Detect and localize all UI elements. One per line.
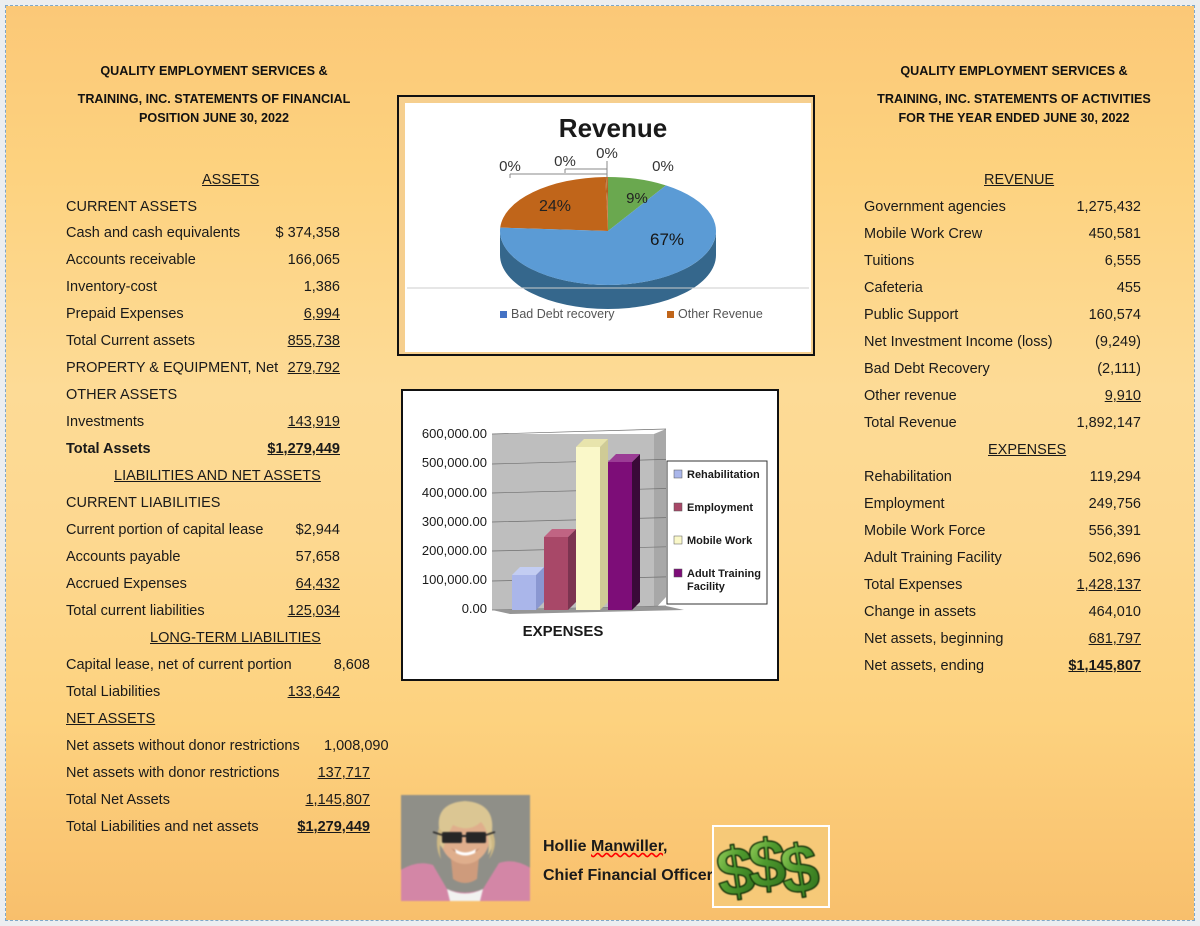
svg-text:9%: 9% <box>626 190 648 207</box>
svg-text:Employment: Employment <box>687 502 753 514</box>
svg-text:Revenue: Revenue <box>559 113 667 143</box>
svg-text:0%: 0% <box>554 153 576 170</box>
svg-text:100,000.00: 100,000.00 <box>422 572 487 587</box>
svg-text:Adult Training: Adult Training <box>687 568 761 580</box>
svg-text:24%: 24% <box>539 198 571 215</box>
svg-text:300,000.00: 300,000.00 <box>422 514 487 529</box>
svg-text:600,000.00: 600,000.00 <box>422 426 487 441</box>
svg-text:0.00: 0.00 <box>462 601 487 616</box>
svg-text:Facility: Facility <box>687 581 726 593</box>
svg-text:Other Revenue: Other Revenue <box>678 307 763 321</box>
svg-text:500,000.00: 500,000.00 <box>422 455 487 470</box>
svg-text:67%: 67% <box>650 230 684 249</box>
svg-text:Rehabilitation: Rehabilitation <box>687 469 760 481</box>
svg-text:Mobile Work: Mobile Work <box>687 535 753 547</box>
svg-text:200,000.00: 200,000.00 <box>422 543 487 558</box>
svg-text:400,000.00: 400,000.00 <box>422 485 487 500</box>
svg-text:0%: 0% <box>596 145 618 162</box>
svg-text:Bad Debt recovery: Bad Debt recovery <box>511 307 615 321</box>
svg-text:0%: 0% <box>499 158 521 175</box>
svg-text:EXPENSES: EXPENSES <box>523 623 604 640</box>
svg-text:0%: 0% <box>652 158 674 175</box>
